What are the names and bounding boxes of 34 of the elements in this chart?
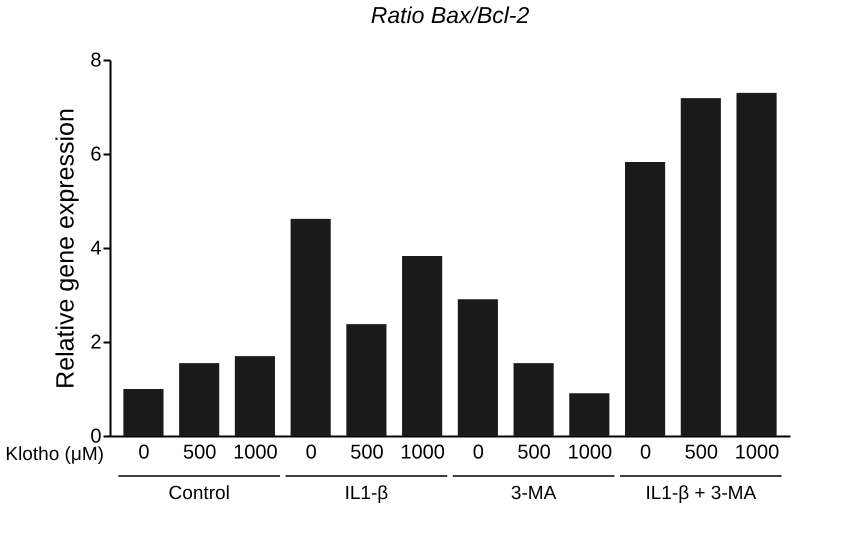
text: IL1-β (344, 483, 388, 504)
y-tick-label: 8 (90, 50, 102, 72)
x-tick-label: 1000 (568, 442, 612, 464)
x-tick-label: 0 (138, 442, 150, 464)
text: IL1-β + 3-MA (645, 483, 757, 504)
bar (290, 218, 331, 436)
bar (514, 363, 554, 436)
x-tick-label: 500 (350, 442, 384, 464)
bar (123, 389, 164, 436)
text: 3-MA (510, 483, 557, 504)
bar (346, 324, 386, 436)
bar (458, 299, 498, 436)
x-tick-label: 1000 (400, 442, 445, 464)
x-tick-label: 1000 (233, 442, 278, 464)
y-axis-title: Relative gene expression (51, 108, 80, 389)
bar (680, 98, 721, 436)
x-tick-label: 0 (306, 442, 317, 464)
x-tick-label: 0 (640, 442, 652, 464)
bar (569, 393, 610, 436)
y-tick-label: 4 (90, 238, 102, 260)
bar (402, 256, 442, 436)
bar (234, 356, 275, 436)
y-tick-label: 2 (90, 332, 102, 354)
y-tick-label: 6 (90, 144, 102, 166)
text: Control (168, 483, 230, 504)
x-tick-label: 500 (182, 442, 216, 464)
x-tick-label: 0 (472, 442, 484, 464)
bar (736, 92, 777, 436)
bar (625, 162, 666, 436)
x-tick-label: 500 (684, 442, 718, 464)
bar (179, 363, 220, 436)
x-tick-label: 500 (517, 442, 551, 464)
x-tick-label: 1000 (734, 442, 780, 464)
chart-title: Ratio Bax/Bcl-2 (370, 2, 530, 28)
